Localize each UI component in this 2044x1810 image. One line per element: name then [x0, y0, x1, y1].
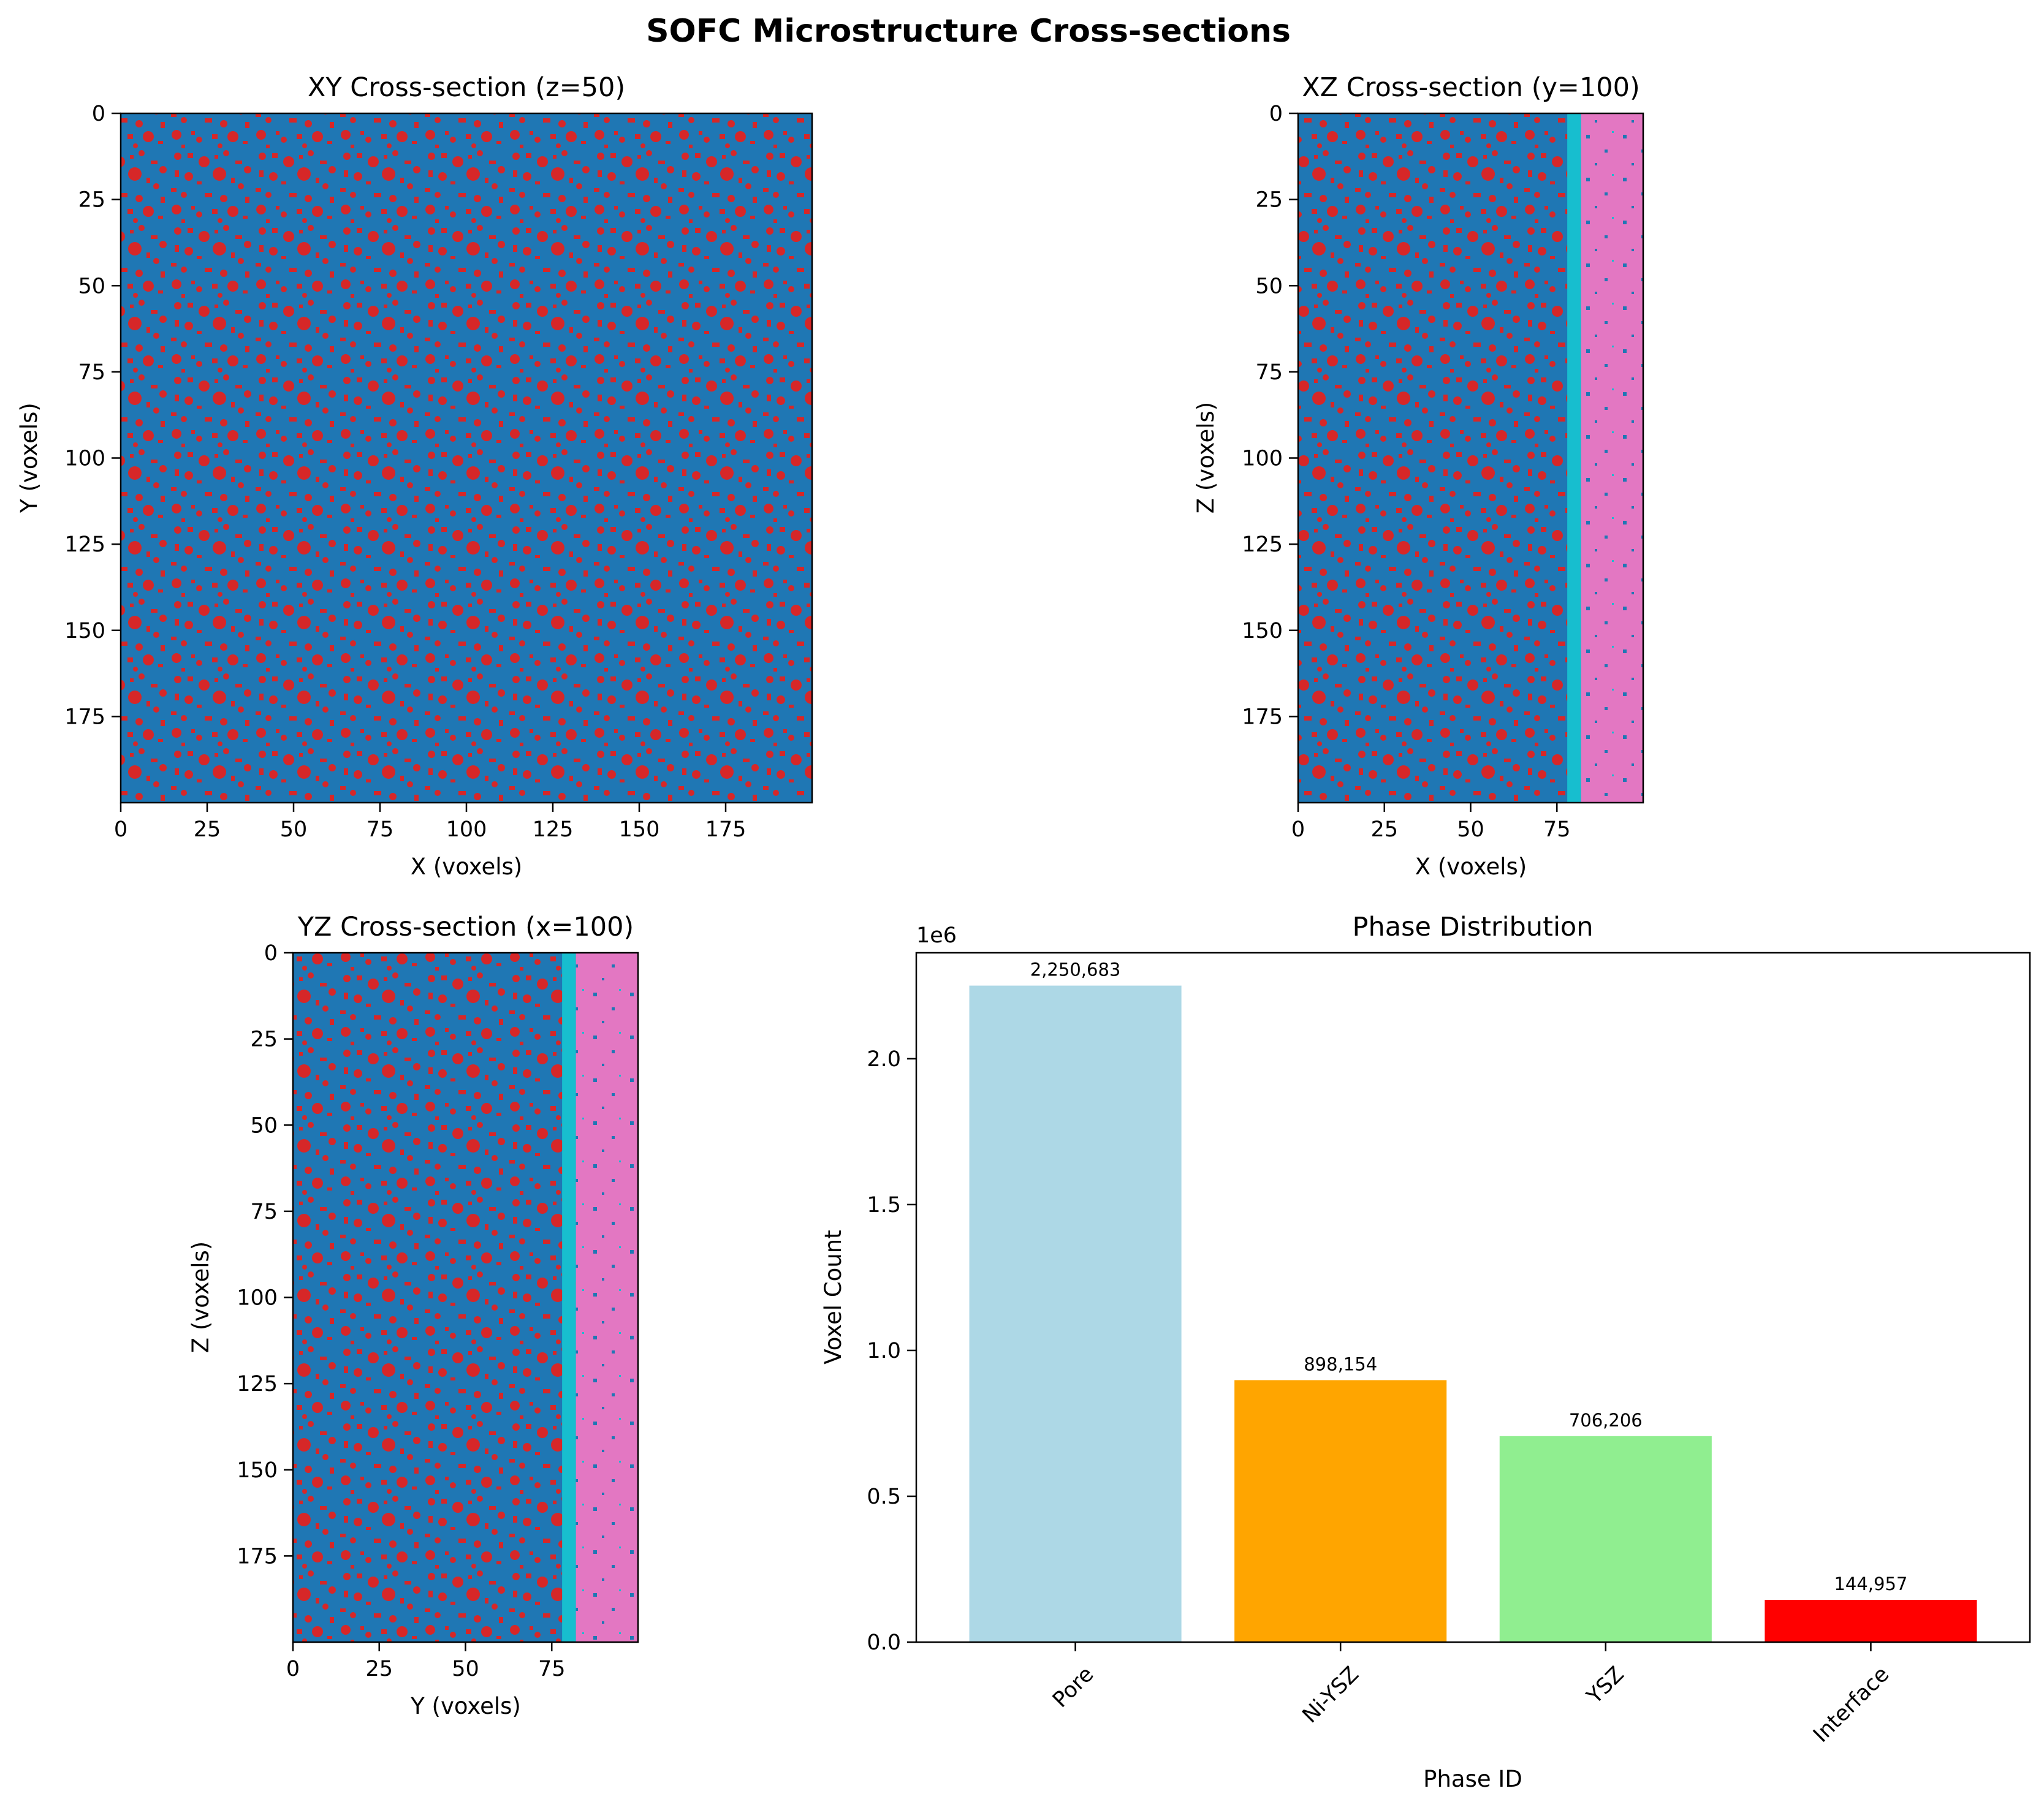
xz-ticks: 0 25 50 75 0 25 50 75 100 125 150 175: [1242, 102, 1570, 842]
xz-y-tick-label: 175: [1242, 705, 1283, 729]
yz-title: YZ Cross-section (x=100): [297, 912, 634, 942]
xy-x-tick-label: 50: [280, 817, 308, 842]
xy-x-tick-label: 0: [114, 817, 127, 842]
xz-cross-section-panel: XZ Cross-section (y=100) X (voxels) Z (v…: [1193, 72, 1644, 880]
xz-title: XZ Cross-section (y=100): [1302, 72, 1640, 103]
bar-y-tick-label: 0.5: [867, 1485, 901, 1509]
yz-x-tick-label: 25: [365, 1657, 393, 1681]
xy-y-tick-label: 100: [64, 447, 105, 471]
xy-x-tick-label: 125: [533, 817, 574, 842]
yz-ticks: 0 25 50 75 0 25 50 75 100 125 150 175: [237, 941, 565, 1681]
xy-heatmap: [121, 113, 812, 803]
bar-axes-frame: [915, 952, 2031, 1643]
xz-y-tick-label: 125: [1242, 532, 1283, 557]
xy-cross-section-panel: XY Cross-section (z=50) X (voxels) Y (vo…: [16, 72, 813, 880]
xz-phase-layer-1: [1581, 113, 1643, 803]
xy-x-tick-label: 100: [446, 817, 487, 842]
yz-y-tick-label: 150: [237, 1458, 278, 1483]
bar-ysz: [1499, 1436, 1712, 1642]
xz-x-tick-label: 75: [1543, 817, 1571, 842]
yz-y-tick-label: 175: [237, 1544, 278, 1569]
yz-layers: [562, 953, 638, 1642]
xy-y-tick-label: 50: [78, 274, 105, 298]
yz-y-tick-label: 0: [264, 941, 278, 966]
xz-x-axis-label: X (voxels): [1415, 854, 1527, 880]
bar-ni-ysz: [1234, 1380, 1447, 1642]
bar-interface: [1765, 1599, 1977, 1642]
yz-y-tick-label: 125: [237, 1372, 278, 1396]
yz-x-tick-label: 50: [452, 1657, 479, 1681]
xz-y-tick-label: 75: [1255, 360, 1283, 385]
bar-value-label: 898,154: [1304, 1354, 1377, 1374]
yz-y-tick-label: 50: [250, 1113, 278, 1138]
xz-phase-layer-0: [1567, 113, 1581, 803]
xz-y-tick-label: 50: [1255, 274, 1283, 298]
yz-phase-layer-0: [562, 953, 576, 1642]
bar-category-label: Ni-YSZ: [1298, 1662, 1364, 1728]
figure-title: SOFC Microstructure Cross-sections: [646, 13, 1291, 50]
bar-category-label: Interface: [1809, 1662, 1894, 1748]
xz-x-tick-label: 50: [1457, 817, 1484, 842]
bar-value-label: 706,206: [1569, 1410, 1643, 1431]
xz-x-tick-label: 0: [1291, 817, 1305, 842]
bar-y-tick-label: 2.0: [867, 1047, 901, 1072]
bar-title: Phase Distribution: [1353, 912, 1594, 942]
xy-y-axis-label: Y (voxels): [16, 403, 42, 513]
phase-distribution-panel: 2,250,683 898,154 706,206 144,957 Phase Dis…: [820, 912, 2031, 1792]
bar-y-axis-label: Voxel Count: [820, 1230, 846, 1364]
xy-x-tick-label: 25: [194, 817, 221, 842]
yz-x-tick-label: 0: [286, 1657, 300, 1681]
bar-category-label: Pore: [1048, 1662, 1098, 1713]
phase-bars: [969, 985, 1977, 1642]
yz-x-axis-label: Y (voxels): [410, 1693, 521, 1719]
bar-category-label: YSZ: [1582, 1662, 1629, 1710]
yz-x-tick-label: 75: [538, 1657, 566, 1681]
xy-y-tick-label: 75: [78, 360, 105, 385]
bar-y-tick-label: 1.5: [867, 1193, 901, 1217]
xy-x-tick-label: 175: [705, 817, 747, 842]
xz-y-tick-label: 100: [1242, 447, 1283, 471]
xz-y-tick-label: 0: [1269, 102, 1283, 126]
bar-value-label: 144,957: [1834, 1573, 1907, 1594]
yz-y-tick-label: 100: [237, 1286, 278, 1311]
bar-y-tick-label: 1.0: [867, 1339, 901, 1363]
xy-y-tick-label: 150: [64, 619, 105, 643]
xz-x-tick-label: 25: [1370, 817, 1398, 842]
xz-y-axis-label: Z (voxels): [1193, 402, 1219, 513]
yz-phase-layer-1: [576, 953, 638, 1642]
xz-layers: [1567, 113, 1643, 803]
xy-y-tick-label: 175: [64, 705, 105, 729]
yz-cross-section-panel: YZ Cross-section (x=100) Y (voxels) Z (v…: [188, 912, 639, 1719]
xy-y-tick-label: 25: [78, 188, 105, 213]
bar-x-axis-label: Phase ID: [1423, 1766, 1522, 1792]
bar-pore: [969, 985, 1182, 1642]
xy-ticks: 0 25 50 75 100 125 150 175 0 25 50 75 100 125 150 175: [64, 102, 746, 842]
xy-title: XY Cross-section (z=50): [308, 72, 625, 103]
xz-y-tick-label: 25: [1255, 188, 1283, 213]
xz-y-tick-label: 150: [1242, 619, 1283, 643]
yz-y-tick-label: 25: [250, 1028, 278, 1052]
yz-y-axis-label: Z (voxels): [188, 1241, 214, 1353]
bar-y-tick-label: 0.0: [867, 1630, 901, 1655]
phase-bar-value-labels: 2,250,683 898,154 706,206 144,957: [1030, 960, 1908, 1594]
xy-y-tick-label: 0: [92, 102, 105, 126]
xy-y-tick-label: 125: [64, 532, 105, 557]
xy-x-axis-label: X (voxels): [411, 854, 522, 880]
yz-y-tick-label: 75: [250, 1200, 278, 1224]
bar-value-label: 2,250,683: [1030, 960, 1121, 980]
bar-y-offset-text: 1e6: [916, 923, 957, 948]
xy-x-tick-label: 150: [619, 817, 660, 842]
xy-x-tick-label: 75: [367, 817, 394, 842]
